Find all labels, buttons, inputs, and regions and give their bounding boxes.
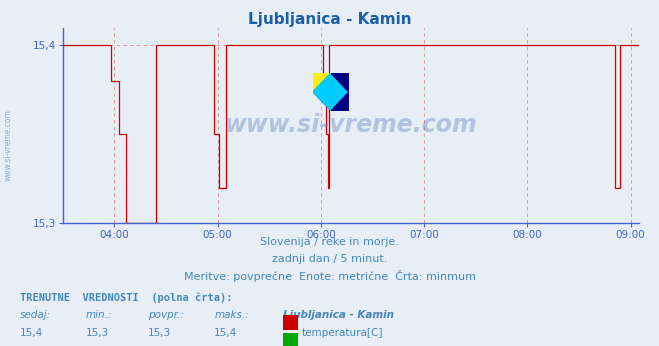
Polygon shape bbox=[331, 73, 349, 92]
Text: Slovenija / reke in morje.: Slovenija / reke in morje. bbox=[260, 237, 399, 247]
Text: maks.:: maks.: bbox=[214, 310, 249, 320]
Text: 15,4: 15,4 bbox=[214, 328, 237, 338]
Text: sedaj:: sedaj: bbox=[20, 310, 51, 320]
Text: min.:: min.: bbox=[86, 310, 112, 320]
Text: temperatura[C]: temperatura[C] bbox=[302, 328, 384, 338]
Text: www.si-vreme.com: www.si-vreme.com bbox=[3, 109, 13, 181]
Text: www.si-vreme.com: www.si-vreme.com bbox=[225, 113, 477, 137]
Polygon shape bbox=[313, 73, 349, 111]
Polygon shape bbox=[331, 73, 349, 92]
Text: Meritve: povprečne  Enote: metrične  Črta: minmum: Meritve: povprečne Enote: metrične Črta:… bbox=[183, 270, 476, 282]
Polygon shape bbox=[331, 92, 349, 111]
Text: Ljubljanica - Kamin: Ljubljanica - Kamin bbox=[248, 12, 411, 27]
Text: zadnji dan / 5 minut.: zadnji dan / 5 minut. bbox=[272, 254, 387, 264]
Text: Ljubljanica - Kamin: Ljubljanica - Kamin bbox=[283, 310, 394, 320]
Text: povpr.:: povpr.: bbox=[148, 310, 184, 320]
Text: 15,3: 15,3 bbox=[86, 328, 109, 338]
Polygon shape bbox=[313, 73, 331, 92]
Text: 15,4: 15,4 bbox=[20, 328, 43, 338]
Text: 15,3: 15,3 bbox=[148, 328, 171, 338]
Polygon shape bbox=[313, 73, 349, 111]
Polygon shape bbox=[331, 92, 349, 111]
Text: TRENUTNE  VREDNOSTI  (polna črta):: TRENUTNE VREDNOSTI (polna črta): bbox=[20, 292, 232, 303]
